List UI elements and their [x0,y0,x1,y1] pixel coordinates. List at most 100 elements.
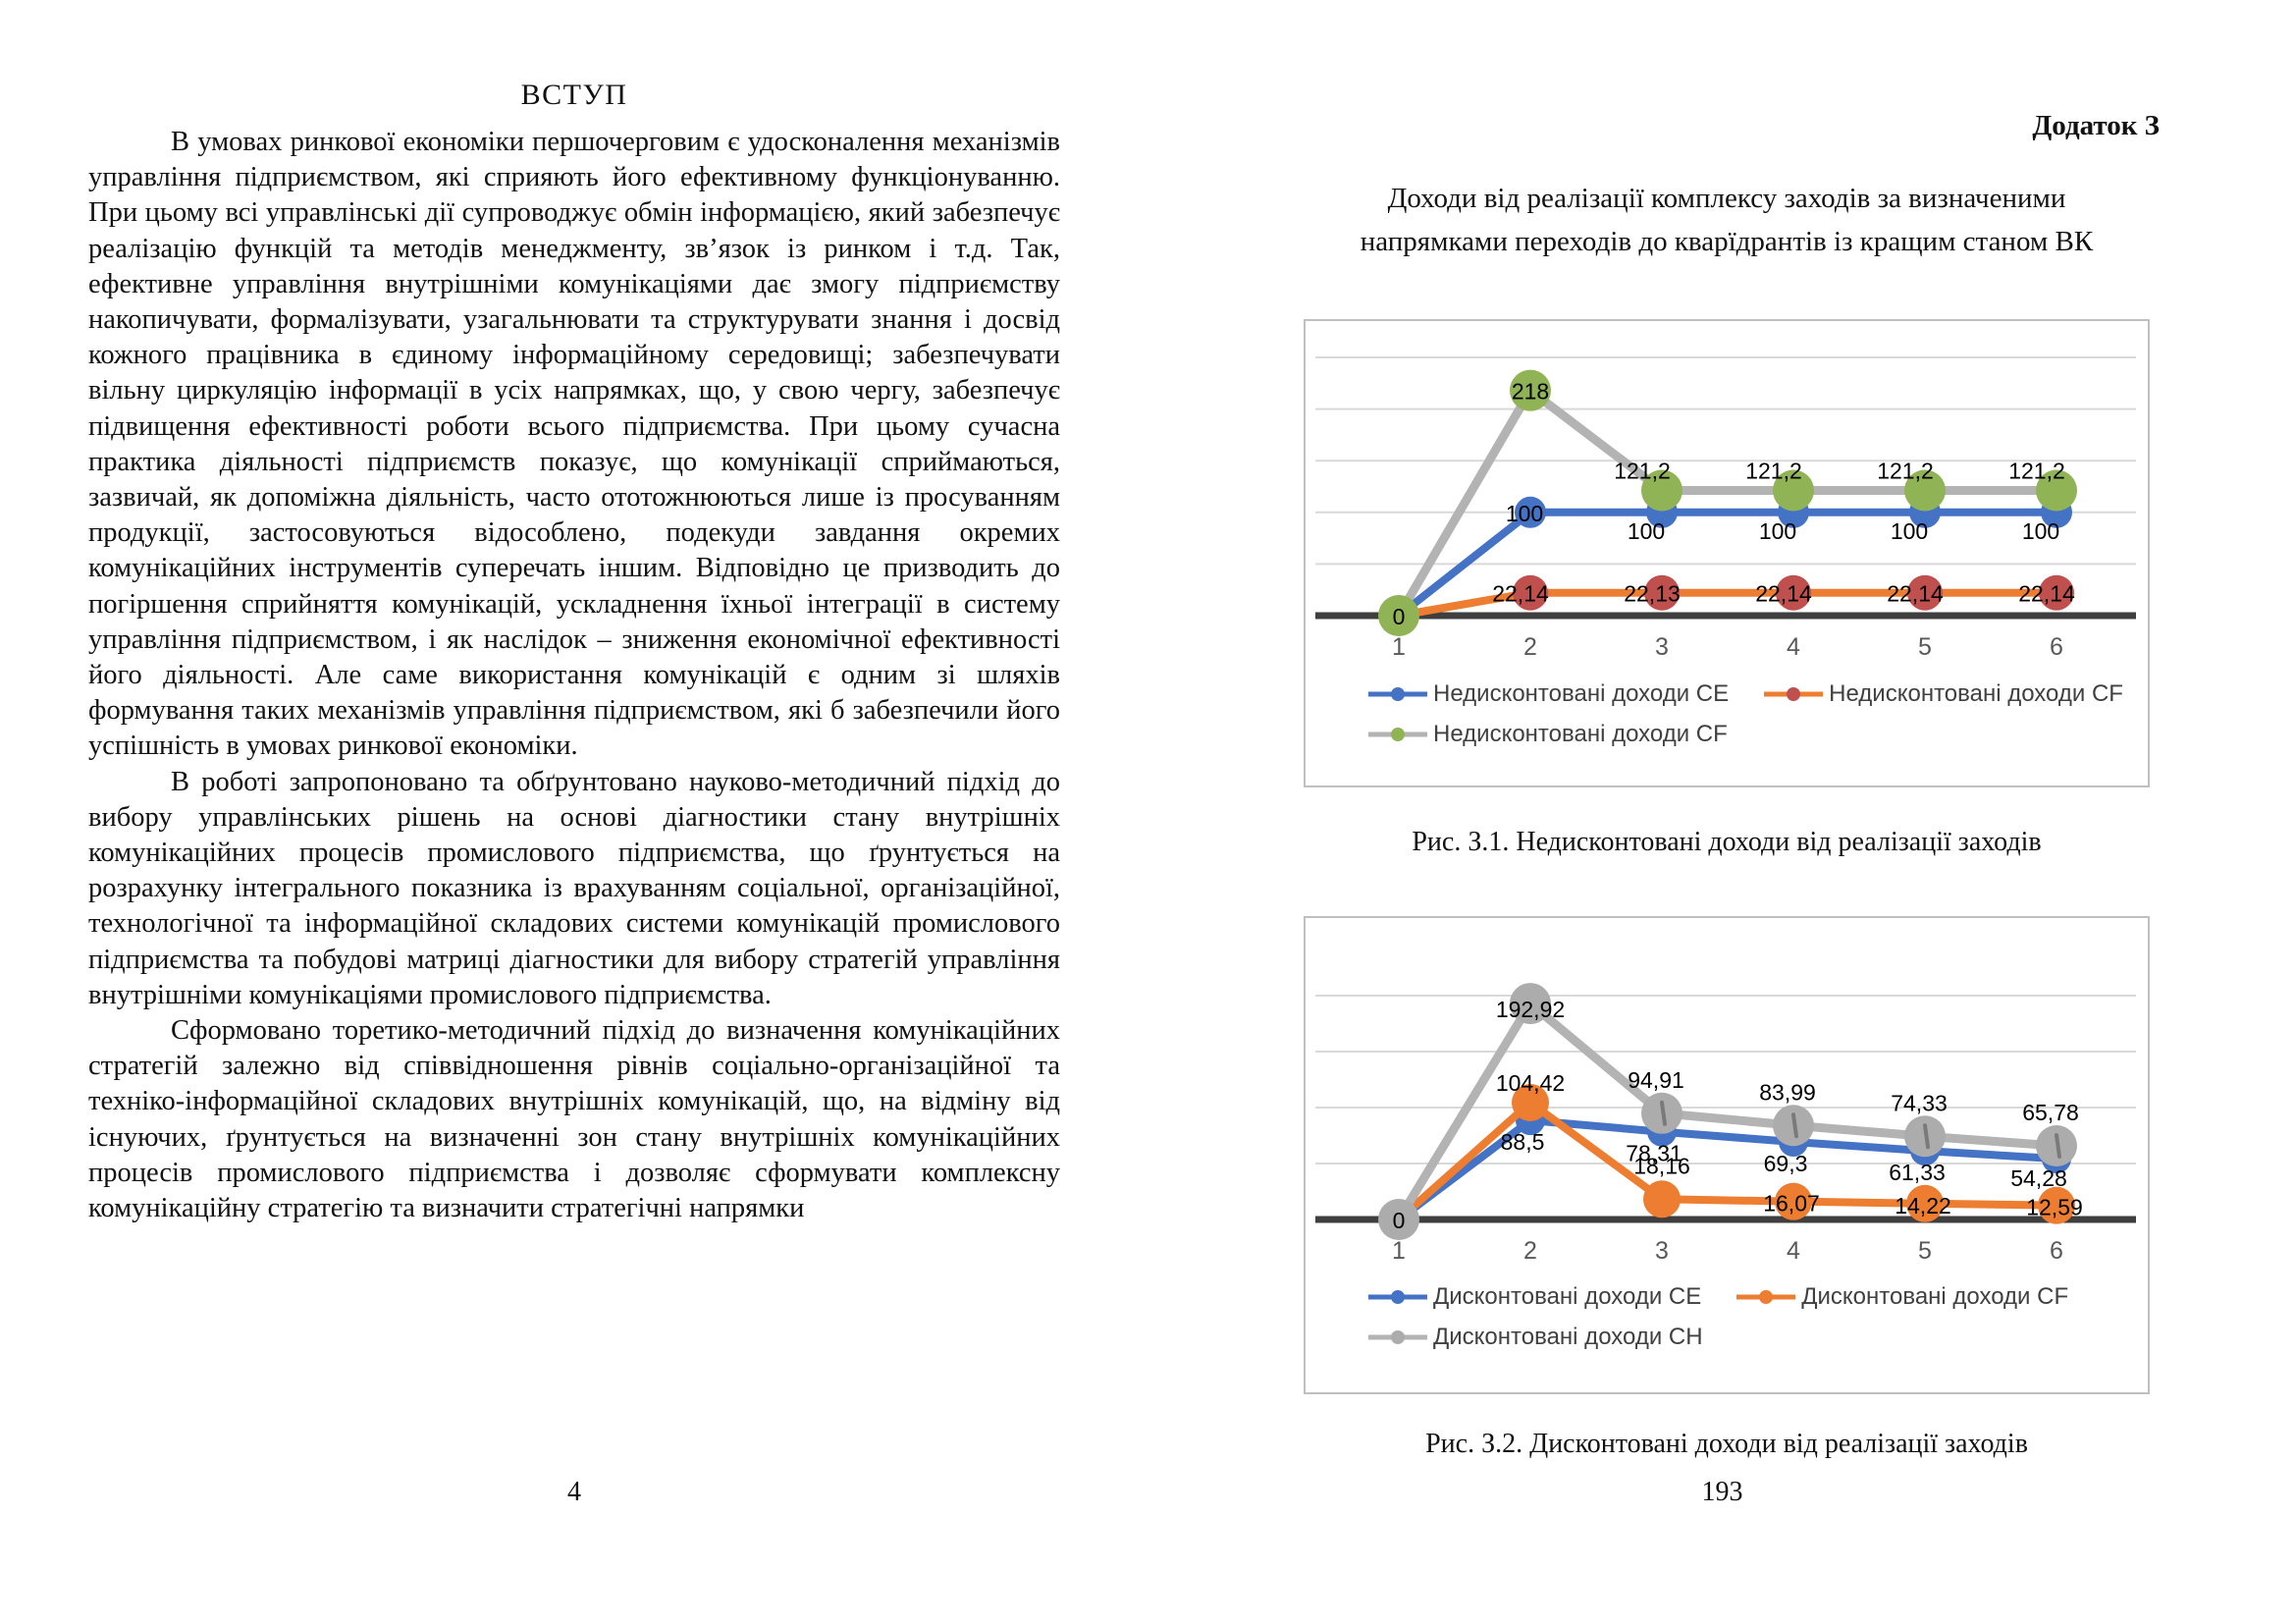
body-paragraph: В умовах ринкової економіки першочергови… [88,127,1060,762]
data-point-marker [1904,469,1946,512]
chart-plot-area: 1 2 3 4 5 6 100 100 100 100 100 22,14 22,13 22,14 22,1… [1315,356,2136,661]
figure-group-title: Доходи від реалізації комплексу заходів … [1304,177,2150,263]
x-tick-label: 1 [1392,1237,1406,1264]
legend-item: Дисконтовані доходи СЕ [1366,1283,1701,1311]
data-point-marker [2039,574,2074,611]
chapter-title: ВСТУП [520,79,628,111]
data-label: 94,91 [1628,1067,1684,1093]
left-page: ВСТУП В умовах ринкової економіки першоч… [88,79,1060,1507]
page-number-right: 193 [1701,1477,1743,1507]
legend-swatch-icon [1368,728,1427,741]
x-tick-label: 1 [1392,633,1406,661]
data-label: 54,28 [2010,1165,2067,1191]
data-point-marker [1644,574,1680,611]
legend-marker [1787,687,1801,701]
data-label: 14,22 [1895,1193,1951,1218]
data-point-marker [2038,1186,2075,1224]
data-label: 121,2 [1745,458,1802,483]
x-tick-label: 3 [1655,1237,1669,1264]
legend-item: Недисконтовані доходи СF [1762,680,2123,708]
legend-swatch-icon [1368,1330,1427,1344]
data-label: 69,3 [1764,1151,1808,1176]
x-tick-label: 3 [1655,633,1669,661]
chart-legend: Недисконтовані доходи СЕ Недисконтовані д… [1306,673,2148,748]
legend-swatch-icon [1736,1290,1796,1304]
data-point-marker [1776,574,1811,611]
data-label: 18,16 [1633,1153,1690,1178]
legend-swatch-icon [1368,687,1427,701]
legend-marker [1391,687,1405,701]
figure-group-title-line2: напрямками переходів до кварїдрантів із … [1360,226,2094,257]
x-tick-label: 4 [1787,633,1800,661]
legend-marker [1759,1290,1774,1304]
data-label: 100 [1891,518,1928,544]
legend-marker [1391,728,1405,741]
data-label: 74,33 [1891,1090,1948,1115]
x-tick-label: 2 [1523,633,1537,661]
legend-marker [1391,1330,1405,1344]
data-point-marker [1906,1184,1944,1222]
data-label: 0 [1393,604,1406,629]
figure1-caption: Рис. З.1. Недисконтовані доходи від реал… [1412,827,2042,857]
legend-label: Дисконтовані доходи СН [1433,1324,1703,1350]
figure-group-title-line1: Доходи від реалізації комплексу заходів … [1387,183,2066,214]
data-label: 16,07 [1763,1191,1820,1217]
series-line [1396,1116,2057,1223]
data-label: 121,2 [1877,458,1934,483]
data-point-marker [1907,574,1943,611]
appendix-header: Додаток З [2032,110,2160,141]
legend-label: Недисконтовані доходи СF [1829,680,2123,707]
marker-tick [1660,1100,1667,1126]
series-line [1395,999,2057,1222]
data-label: 121,2 [2008,458,2065,483]
data-label: 22,14 [1755,581,1812,607]
data-point-marker [1775,1182,1812,1220]
body-text: В умовах ринкової економіки першочергови… [88,125,1060,1226]
x-tick-label: 5 [1918,1237,1932,1264]
data-label: 100 [1506,501,1543,526]
x-tick-label: 2 [1523,1237,1537,1264]
legend-row: Дисконтовані доходи СЕ Дисконтовані доход… [1366,1283,2148,1311]
data-label: 218 [1512,379,1549,405]
marker-tick [1791,1112,1798,1139]
series-line [1396,508,2056,620]
data-label: 12,59 [2026,1195,2083,1220]
page-number-left: 4 [567,1477,581,1507]
figure2-caption: Рис. З.2. Дисконтовані доходи від реаліз… [1425,1429,2028,1459]
data-label: 100 [1628,518,1665,544]
data-label: 121,2 [1614,458,1671,483]
data-label: 88,5 [1501,1129,1545,1155]
legend-item: Недисконтовані доходи СЕ [1366,680,1729,708]
legend-label: Дисконтовані доходи СЕ [1433,1283,1702,1310]
data-label: 78,31 [1626,1141,1682,1166]
body-paragraph: Сформовано торетико-методичний підхід до… [88,1015,1060,1224]
data-point-marker [1643,1180,1681,1218]
legend-item: Недисконтовані доходи СF [1366,721,1728,748]
legend-marker [1391,1290,1405,1304]
legend-item: Дисконтовані доходи СF [1735,1283,2068,1311]
data-point-marker [1515,496,1546,528]
chart-legend: Дисконтовані доходи СЕ Дисконтовані доход… [1306,1264,2148,1351]
figure-line-chart-discounted: 1 2 3 4 5 6 88,5 78,31 69,3 61,33 54,28 104,42 18,16… [1304,916,2150,1394]
data-label: 22,14 [2018,581,2075,607]
series-line [1398,588,2056,620]
data-label: 61,33 [1889,1160,1946,1185]
x-tick-label: 4 [1787,1237,1800,1264]
legend-swatch-icon [1764,687,1824,701]
data-label: 0 [1393,1208,1406,1233]
data-point-marker [1378,1199,1419,1240]
data-label: 104,42 [1496,1070,1565,1096]
data-label: 22,14 [1492,581,1549,607]
series-line [1395,386,2056,619]
data-label: 83,99 [1759,1079,1816,1105]
x-tick-label: 6 [2050,1237,2063,1264]
x-tick-label: 6 [2050,633,2063,661]
x-tick-label: 5 [1918,633,1932,661]
data-point-marker [1641,469,1682,512]
data-label: 100 [1759,518,1796,544]
legend-swatch-icon [1368,1290,1427,1304]
data-label: 100 [2022,518,2059,544]
legend-label: Недисконтовані доходи СF [1433,721,1728,747]
legend-row: Недисконтовані доходи СЕ Недисконтовані д… [1366,680,2148,708]
